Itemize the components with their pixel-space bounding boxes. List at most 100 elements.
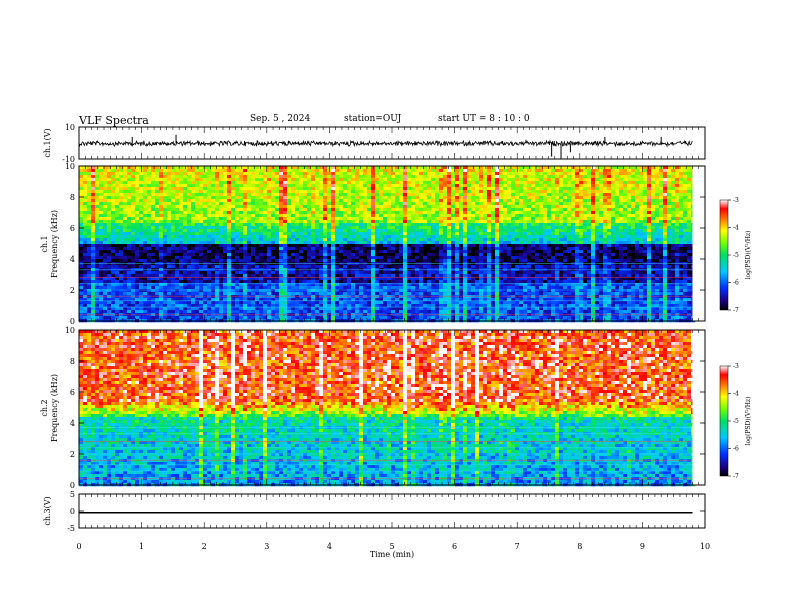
spectrogram-cell <box>419 274 424 278</box>
spectrogram-cell <box>419 193 424 197</box>
spectrogram-cell <box>391 193 396 197</box>
spectrogram-cell <box>447 187 452 191</box>
spectrogram-cell <box>103 292 108 296</box>
spectrogram-cell <box>247 223 252 227</box>
spectrogram-cell <box>211 184 216 188</box>
spectrogram-cell <box>203 187 208 191</box>
spectrogram-cell <box>271 217 276 221</box>
spectrogram-cell <box>155 187 160 191</box>
spectrogram-cell <box>83 193 88 197</box>
spectrogram-cell <box>103 208 108 212</box>
spectrogram-cell <box>191 304 196 308</box>
spectrogram-cell <box>419 247 424 251</box>
spectrogram-cell <box>279 286 284 290</box>
spectrogram-cell <box>371 286 376 290</box>
spectrogram-cell <box>279 223 284 227</box>
spectrogram-cell <box>455 193 460 197</box>
spectrogram-cell <box>435 232 440 236</box>
spectrogram-cell <box>295 211 300 215</box>
spectrogram-cell <box>131 247 136 251</box>
spectrogram-cell <box>191 286 196 290</box>
spectrogram-cell <box>307 220 312 224</box>
spectrogram-cell <box>131 304 136 308</box>
spectrogram-cell <box>235 298 240 302</box>
spectrogram-cell <box>303 244 308 248</box>
spectrogram-cell <box>83 265 88 269</box>
spectrogram-cell <box>379 196 384 200</box>
spectrogram-cell <box>251 190 256 194</box>
spectrogram-cell <box>271 184 276 188</box>
spectrogram-cell <box>379 232 384 236</box>
spectrogram-cell <box>311 292 316 296</box>
spectrogram-cell <box>159 286 164 290</box>
ch1-waveform-path <box>78 138 693 148</box>
spectrogram-cell <box>399 193 404 197</box>
spectrogram-cell <box>183 304 188 308</box>
spectrogram-cell <box>151 166 156 170</box>
spectrogram-cell <box>451 235 456 239</box>
spectrogram-cell <box>179 217 184 221</box>
spectrogram-cell <box>179 244 184 248</box>
spectrogram-cell <box>371 232 376 236</box>
spectrogram-cell <box>247 205 252 209</box>
spectrogram-cell <box>187 202 192 206</box>
spectrogram-cell <box>119 259 124 263</box>
spectrogram-cell <box>379 241 384 245</box>
spectrogram-cell <box>127 259 132 263</box>
spectrogram-cell <box>431 256 436 260</box>
spectrogram-cell <box>243 169 248 173</box>
spectrogram-cell <box>139 256 144 260</box>
spectrogram-cell <box>147 190 152 194</box>
spectrogram-cell <box>431 247 436 251</box>
spectrogram-cell <box>263 229 268 233</box>
spectrogram-cell <box>235 277 240 281</box>
spectrogram-cell <box>295 271 300 275</box>
spectrogram-cell <box>187 235 192 239</box>
spectrogram-cell <box>447 217 452 221</box>
spectrogram-cell <box>223 289 228 293</box>
spectrogram-cell <box>395 175 400 179</box>
spectrogram-cell <box>403 277 408 281</box>
spectrogram-cell <box>415 295 420 299</box>
spectrogram-cell <box>455 178 460 182</box>
spectrogram-cell <box>455 223 460 227</box>
spectrogram-cell <box>319 238 324 242</box>
spectrogram-cell <box>279 181 284 185</box>
spectrogram-cell <box>443 304 448 308</box>
spectrogram-cell <box>343 289 348 293</box>
spectrogram-cell <box>191 232 196 236</box>
spectrogram-cell <box>107 310 112 314</box>
spectrogram-cell <box>303 202 308 206</box>
spectrogram-cell <box>195 292 200 296</box>
spectrogram-cell <box>399 241 404 245</box>
spectrogram-cell <box>187 247 192 251</box>
spectrogram-cell <box>399 298 404 302</box>
spectrogram-cell <box>231 316 236 320</box>
spectrogram-cell <box>247 283 252 287</box>
spectrogram-cell <box>447 166 452 170</box>
spectrogram-cell <box>167 259 172 263</box>
spectrogram-cell <box>247 190 252 194</box>
spectrogram-cell <box>303 292 308 296</box>
spectrogram-cell <box>271 190 276 194</box>
spectrogram-cell <box>323 175 328 179</box>
spectrogram-cell <box>455 277 460 281</box>
spectrogram-cell <box>335 226 340 230</box>
spectrogram-cell <box>83 316 88 320</box>
spectrogram-cell <box>299 193 304 197</box>
spectrogram-cell <box>391 205 396 209</box>
spectrogram-cell <box>435 274 440 278</box>
spectrogram-cell <box>243 217 248 221</box>
spectrogram-cell <box>363 277 368 281</box>
spectrogram-cell <box>155 193 160 197</box>
spectrogram-cell <box>195 235 200 239</box>
spectrogram-cell <box>379 205 384 209</box>
spectrogram-cell <box>251 187 256 191</box>
spectrogram-cell <box>283 259 288 263</box>
spectrogram-cell <box>275 175 280 179</box>
spectrogram-cell <box>283 229 288 233</box>
spectrogram-cell <box>179 316 184 320</box>
spectrogram-cell <box>231 220 236 224</box>
spectrogram-cell <box>359 226 364 230</box>
spectrogram-cell <box>263 238 268 242</box>
